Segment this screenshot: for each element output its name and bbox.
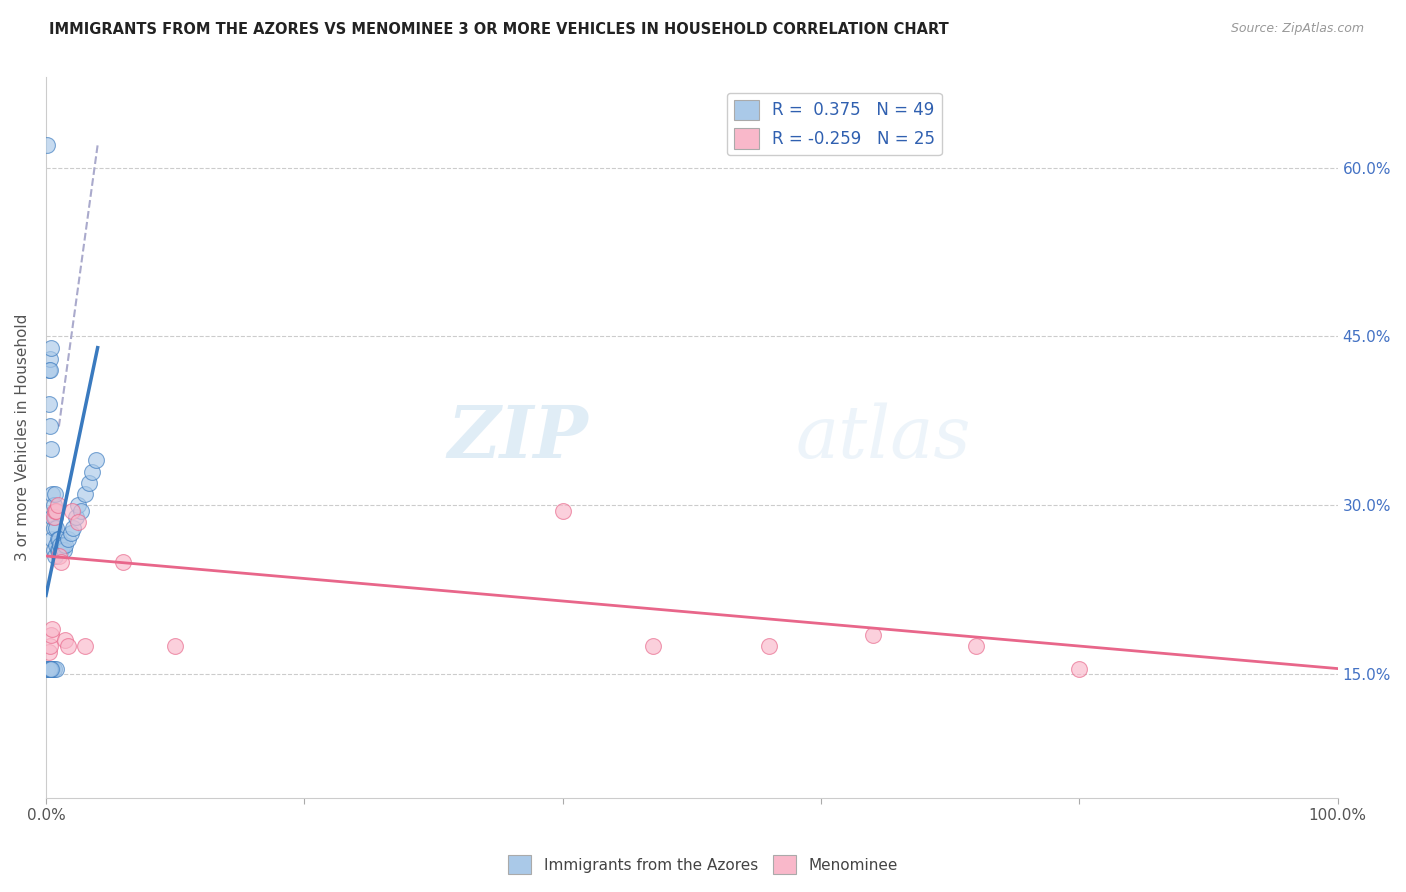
Point: [70, 504, 93, 518]
Point: [38, 397, 60, 411]
Point: [51, 555, 73, 569]
Point: [641, 639, 664, 653]
Point: [758, 639, 780, 653]
Text: Source: ZipAtlas.com: Source: ZipAtlas.com: [1230, 22, 1364, 36]
Point: [77, 475, 100, 490]
Point: [44, 509, 66, 524]
Point: [39, 662, 62, 676]
Point: [112, 555, 135, 569]
Legend: Immigrants from the Azores, Menominee: Immigrants from the Azores, Menominee: [502, 849, 904, 880]
Point: [38, 639, 60, 653]
Point: [53, 543, 76, 558]
Point: [67, 515, 90, 529]
Point: [42, 543, 65, 558]
Point: [41, 662, 63, 676]
Point: [45, 662, 67, 676]
Point: [165, 639, 187, 653]
Legend: R =  0.375   N = 49, R = -0.259   N = 25: R = 0.375 N = 49, R = -0.259 N = 25: [727, 93, 942, 155]
Point: [45, 504, 67, 518]
Point: [42, 662, 65, 676]
Point: [38, 645, 60, 659]
Point: [37, 662, 59, 676]
Point: [44, 549, 66, 563]
Text: ZIP: ZIP: [447, 402, 589, 474]
Point: [53, 633, 76, 648]
Point: [53, 538, 76, 552]
Point: [38, 363, 60, 377]
Point: [42, 521, 65, 535]
Point: [38, 662, 60, 676]
Point: [37, 138, 59, 153]
Point: [44, 504, 66, 518]
Point: [82, 465, 104, 479]
Point: [41, 487, 63, 501]
Point: [42, 498, 65, 512]
Point: [46, 498, 69, 512]
Point: [965, 639, 987, 653]
Text: IMMIGRANTS FROM THE AZORES VS MENOMINEE 3 OR MORE VEHICLES IN HOUSEHOLD CORRELAT: IMMIGRANTS FROM THE AZORES VS MENOMINEE …: [49, 22, 949, 37]
Point: [38, 363, 60, 377]
Point: [41, 509, 63, 524]
Point: [41, 622, 63, 636]
Point: [52, 538, 75, 552]
Point: [1069, 662, 1091, 676]
Text: atlas: atlas: [796, 402, 970, 473]
Point: [38, 662, 60, 676]
Point: [86, 453, 108, 467]
Point: [551, 504, 574, 518]
Point: [48, 549, 70, 563]
Point: [44, 487, 66, 501]
Point: [39, 628, 62, 642]
Point: [38, 662, 60, 676]
Point: [41, 532, 63, 546]
Point: [56, 532, 79, 546]
Point: [73, 487, 96, 501]
Point: [73, 639, 96, 653]
Point: [65, 509, 87, 524]
Point: [862, 628, 884, 642]
Point: [59, 526, 82, 541]
Y-axis label: 3 or more Vehicles in Household: 3 or more Vehicles in Household: [15, 314, 30, 561]
Point: [46, 543, 69, 558]
Point: [37, 662, 59, 676]
Point: [38, 419, 60, 434]
Point: [48, 532, 70, 546]
Point: [38, 351, 60, 366]
Point: [38, 662, 60, 676]
Point: [42, 509, 65, 524]
Point: [45, 538, 67, 552]
Point: [39, 442, 62, 456]
Point: [60, 504, 83, 518]
Point: [56, 639, 79, 653]
Point: [67, 498, 90, 512]
Point: [62, 521, 84, 535]
Point: [48, 543, 70, 558]
Point: [46, 532, 69, 546]
Point: [39, 662, 62, 676]
Point: [45, 521, 67, 535]
Point: [39, 341, 62, 355]
Point: [51, 543, 73, 558]
Point: [49, 538, 72, 552]
